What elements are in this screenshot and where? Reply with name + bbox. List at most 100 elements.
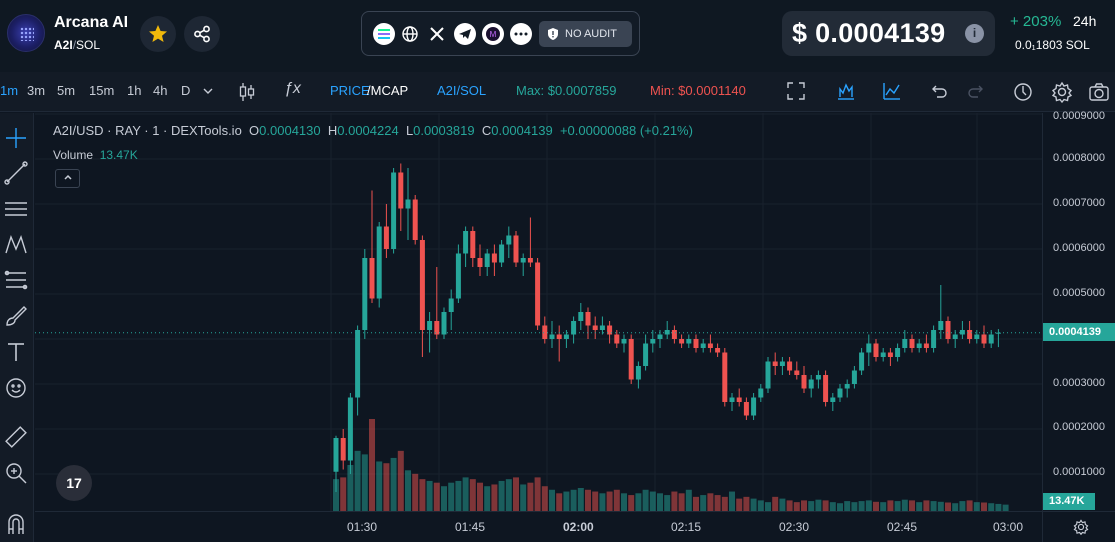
time-axis[interactable]: 01:30 01:45 02:00 02:15 02:30 02:45 03:0…: [35, 511, 1042, 542]
candle-body[interactable]: [988, 334, 994, 344]
candle-body[interactable]: [391, 172, 397, 250]
price-axis[interactable]: 0.0009000 0.0008000 0.0007000 0.0006000 …: [1042, 110, 1115, 511]
candle-body[interactable]: [650, 339, 656, 344]
volume-chart-icon[interactable]: [882, 81, 902, 101]
candle-body[interactable]: [887, 352, 893, 358]
candle-body[interactable]: [628, 339, 634, 380]
interval-1m[interactable]: 1m: [0, 83, 19, 98]
favorite-button[interactable]: [140, 16, 176, 52]
trades-chart-icon[interactable]: [836, 81, 856, 101]
candle-body[interactable]: [657, 334, 663, 340]
candle-body[interactable]: [787, 361, 793, 371]
candle-body[interactable]: [535, 262, 541, 326]
candle-body[interactable]: [355, 330, 361, 398]
candle-body[interactable]: [743, 402, 749, 416]
candle-body[interactable]: [952, 334, 958, 340]
candle-body[interactable]: [758, 388, 764, 398]
candle-body[interactable]: [592, 325, 598, 331]
candle-body[interactable]: [765, 361, 771, 389]
candle-body[interactable]: [751, 397, 757, 416]
candle-body[interactable]: [599, 325, 605, 331]
candle-body[interactable]: [427, 321, 433, 330]
chevron-down-icon[interactable]: [202, 86, 214, 96]
price-toggle[interactable]: PRICE: [330, 83, 370, 98]
candle-body[interactable]: [405, 199, 411, 209]
candle-body[interactable]: [715, 348, 721, 353]
candle-body[interactable]: [823, 375, 829, 402]
candle-body[interactable]: [880, 352, 886, 358]
token-icon[interactable]: M: [482, 23, 504, 45]
candle-body[interactable]: [340, 438, 346, 461]
text-icon[interactable]: [3, 339, 29, 365]
candle-body[interactable]: [419, 240, 425, 330]
candle-body[interactable]: [895, 348, 901, 357]
candle-body[interactable]: [369, 258, 375, 299]
candle-body[interactable]: [959, 330, 965, 335]
undo-icon[interactable]: [929, 81, 949, 101]
candle-body[interactable]: [376, 226, 382, 299]
trend-line-icon[interactable]: [3, 160, 29, 186]
candle-body[interactable]: [527, 258, 533, 263]
axis-settings-button[interactable]: [1042, 511, 1115, 542]
emoji-icon[interactable]: [3, 375, 29, 401]
fib-retracement-icon[interactable]: [3, 267, 29, 293]
candle-body[interactable]: [578, 312, 584, 321]
candle-body[interactable]: [974, 334, 980, 340]
candle-body[interactable]: [938, 321, 944, 330]
candle-body[interactable]: [448, 298, 454, 313]
candle-body[interactable]: [916, 343, 922, 349]
candle-body[interactable]: [614, 334, 620, 344]
candle-body[interactable]: [441, 312, 447, 335]
candle-body[interactable]: [686, 339, 692, 344]
candle-body[interactable]: [945, 321, 951, 339]
candle-body[interactable]: [506, 235, 512, 245]
candle-body[interactable]: [484, 253, 490, 268]
more-icon[interactable]: [510, 23, 532, 45]
candle-body[interactable]: [513, 235, 519, 263]
candle-body[interactable]: [607, 325, 613, 335]
candle-body[interactable]: [463, 231, 469, 254]
candle-body[interactable]: [621, 339, 627, 344]
share-button[interactable]: [184, 16, 220, 52]
camera-icon[interactable]: [1088, 81, 1110, 103]
candle-body[interactable]: [434, 321, 440, 335]
candle-body[interactable]: [412, 199, 418, 241]
candle-body[interactable]: [902, 339, 908, 348]
candle-body[interactable]: [931, 330, 937, 348]
candle-body[interactable]: [995, 332, 1001, 334]
mcap-toggle[interactable]: /MCAP: [367, 83, 409, 98]
candle-body[interactable]: [679, 339, 685, 344]
candle-body[interactable]: [470, 231, 476, 258]
candle-body[interactable]: [851, 370, 857, 385]
candle-body[interactable]: [866, 343, 872, 353]
pair-toggle[interactable]: A2I/SOL: [437, 83, 487, 98]
alert-icon[interactable]: [1012, 81, 1034, 103]
candle-body[interactable]: [736, 397, 742, 403]
candle-body[interactable]: [499, 244, 505, 263]
brush-icon[interactable]: [3, 303, 29, 329]
solana-icon[interactable]: [373, 23, 395, 45]
candle-body[interactable]: [333, 438, 339, 472]
candlestick-chart[interactable]: A2I/USD · RAY · 1 · DEXTools.io O0.00041…: [35, 113, 1080, 511]
candle-body[interactable]: [707, 343, 713, 349]
candle-body[interactable]: [794, 370, 800, 376]
candle-body[interactable]: [700, 343, 706, 349]
candle-body[interactable]: [981, 334, 987, 344]
candle-body[interactable]: [859, 352, 865, 371]
candle-body[interactable]: [801, 375, 807, 389]
candle-body[interactable]: [635, 366, 641, 380]
candle-body[interactable]: [779, 361, 785, 367]
candle-body[interactable]: [556, 334, 562, 340]
candle-body[interactable]: [909, 339, 915, 348]
candle-body[interactable]: [585, 312, 591, 326]
x-icon[interactable]: [426, 23, 448, 45]
candle-body[interactable]: [362, 258, 368, 330]
candle-body[interactable]: [722, 352, 728, 403]
candle-body[interactable]: [563, 334, 569, 340]
globe-icon[interactable]: [399, 23, 421, 45]
candle-body[interactable]: [491, 253, 497, 263]
magnet-icon[interactable]: [3, 510, 29, 536]
interval-4h[interactable]: 4h: [153, 83, 168, 98]
chart-canvas[interactable]: [35, 113, 1042, 511]
zoom-in-icon[interactable]: [3, 460, 29, 486]
